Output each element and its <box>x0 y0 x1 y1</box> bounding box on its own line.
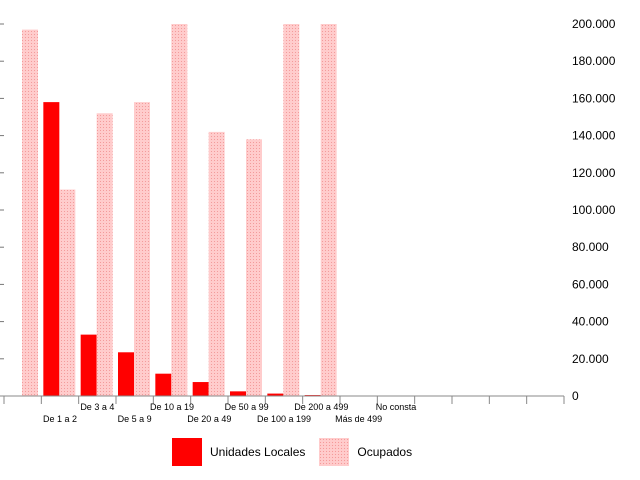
y-tick-label: 120.000 <box>572 166 616 180</box>
y-tick-label: 100.000 <box>572 203 616 217</box>
x-tick-label: De 20 a 49 <box>187 414 231 424</box>
y-tick-label: 60.000 <box>572 277 609 291</box>
legend-swatch-unidades-locales <box>172 438 202 466</box>
x-tick-label: De 100 a 199 <box>257 414 311 424</box>
x-tick-label: De 5 a 9 <box>118 414 152 424</box>
y-tick-label: 180.000 <box>572 54 616 68</box>
bar-unidades-locales <box>230 391 246 396</box>
bar-unidades-locales <box>267 393 284 396</box>
y-tick-label: 140.000 <box>572 129 616 143</box>
x-tick-label: De 3 a 4 <box>80 402 114 412</box>
bar-unidades-locales <box>118 352 134 396</box>
x-tick-label: De 10 a 19 <box>150 402 194 412</box>
x-tick-label: De 200 a 499 <box>294 402 348 412</box>
legend-item-ocupados: Ocupados <box>319 438 412 466</box>
bar-ocupados <box>208 131 225 396</box>
y-tick-label: 20.000 <box>572 352 609 366</box>
bar-ocupados <box>134 102 150 397</box>
bar-ocupados <box>320 24 337 396</box>
bar-ocupados <box>283 24 300 396</box>
x-tick-label: De 1 a 2 <box>43 414 77 424</box>
bar-unidades-locales <box>80 334 97 396</box>
bar-ocupados <box>171 24 188 396</box>
x-tick-label: Más de 499 <box>335 414 382 424</box>
bar-ocupados <box>96 113 113 396</box>
y-tick-label: 40.000 <box>572 315 609 329</box>
y-tick-label: 80.000 <box>572 240 609 254</box>
y-tick-label: 200.000 <box>572 17 616 31</box>
bar-ocupados <box>246 139 262 396</box>
y-tick-label: 0 <box>572 389 579 403</box>
bar-unidades-locales <box>43 102 60 397</box>
legend-swatch-ocupados <box>319 438 350 466</box>
legend-label-ocupados: Ocupados <box>357 445 413 459</box>
axes: 0 20.000 40.000 60.000 80.000 100.000 120.000 1… <box>0 17 616 424</box>
bar-ocupados <box>59 189 76 396</box>
x-tick-label: De 50 a 99 <box>225 402 269 412</box>
legend: Unidades Locales Ocupados <box>172 437 426 467</box>
bar-unidades-locales <box>155 373 172 396</box>
bar-ocupados <box>22 29 38 397</box>
y-tick-label: 160.000 <box>572 91 616 105</box>
bars <box>22 24 337 397</box>
x-tick-label: No consta <box>376 402 417 412</box>
bar-unidades-locales <box>192 382 209 396</box>
legend-item-unidades-locales: Unidades Locales <box>172 438 305 466</box>
legend-label-unidades-locales: Unidades Locales <box>210 445 306 459</box>
